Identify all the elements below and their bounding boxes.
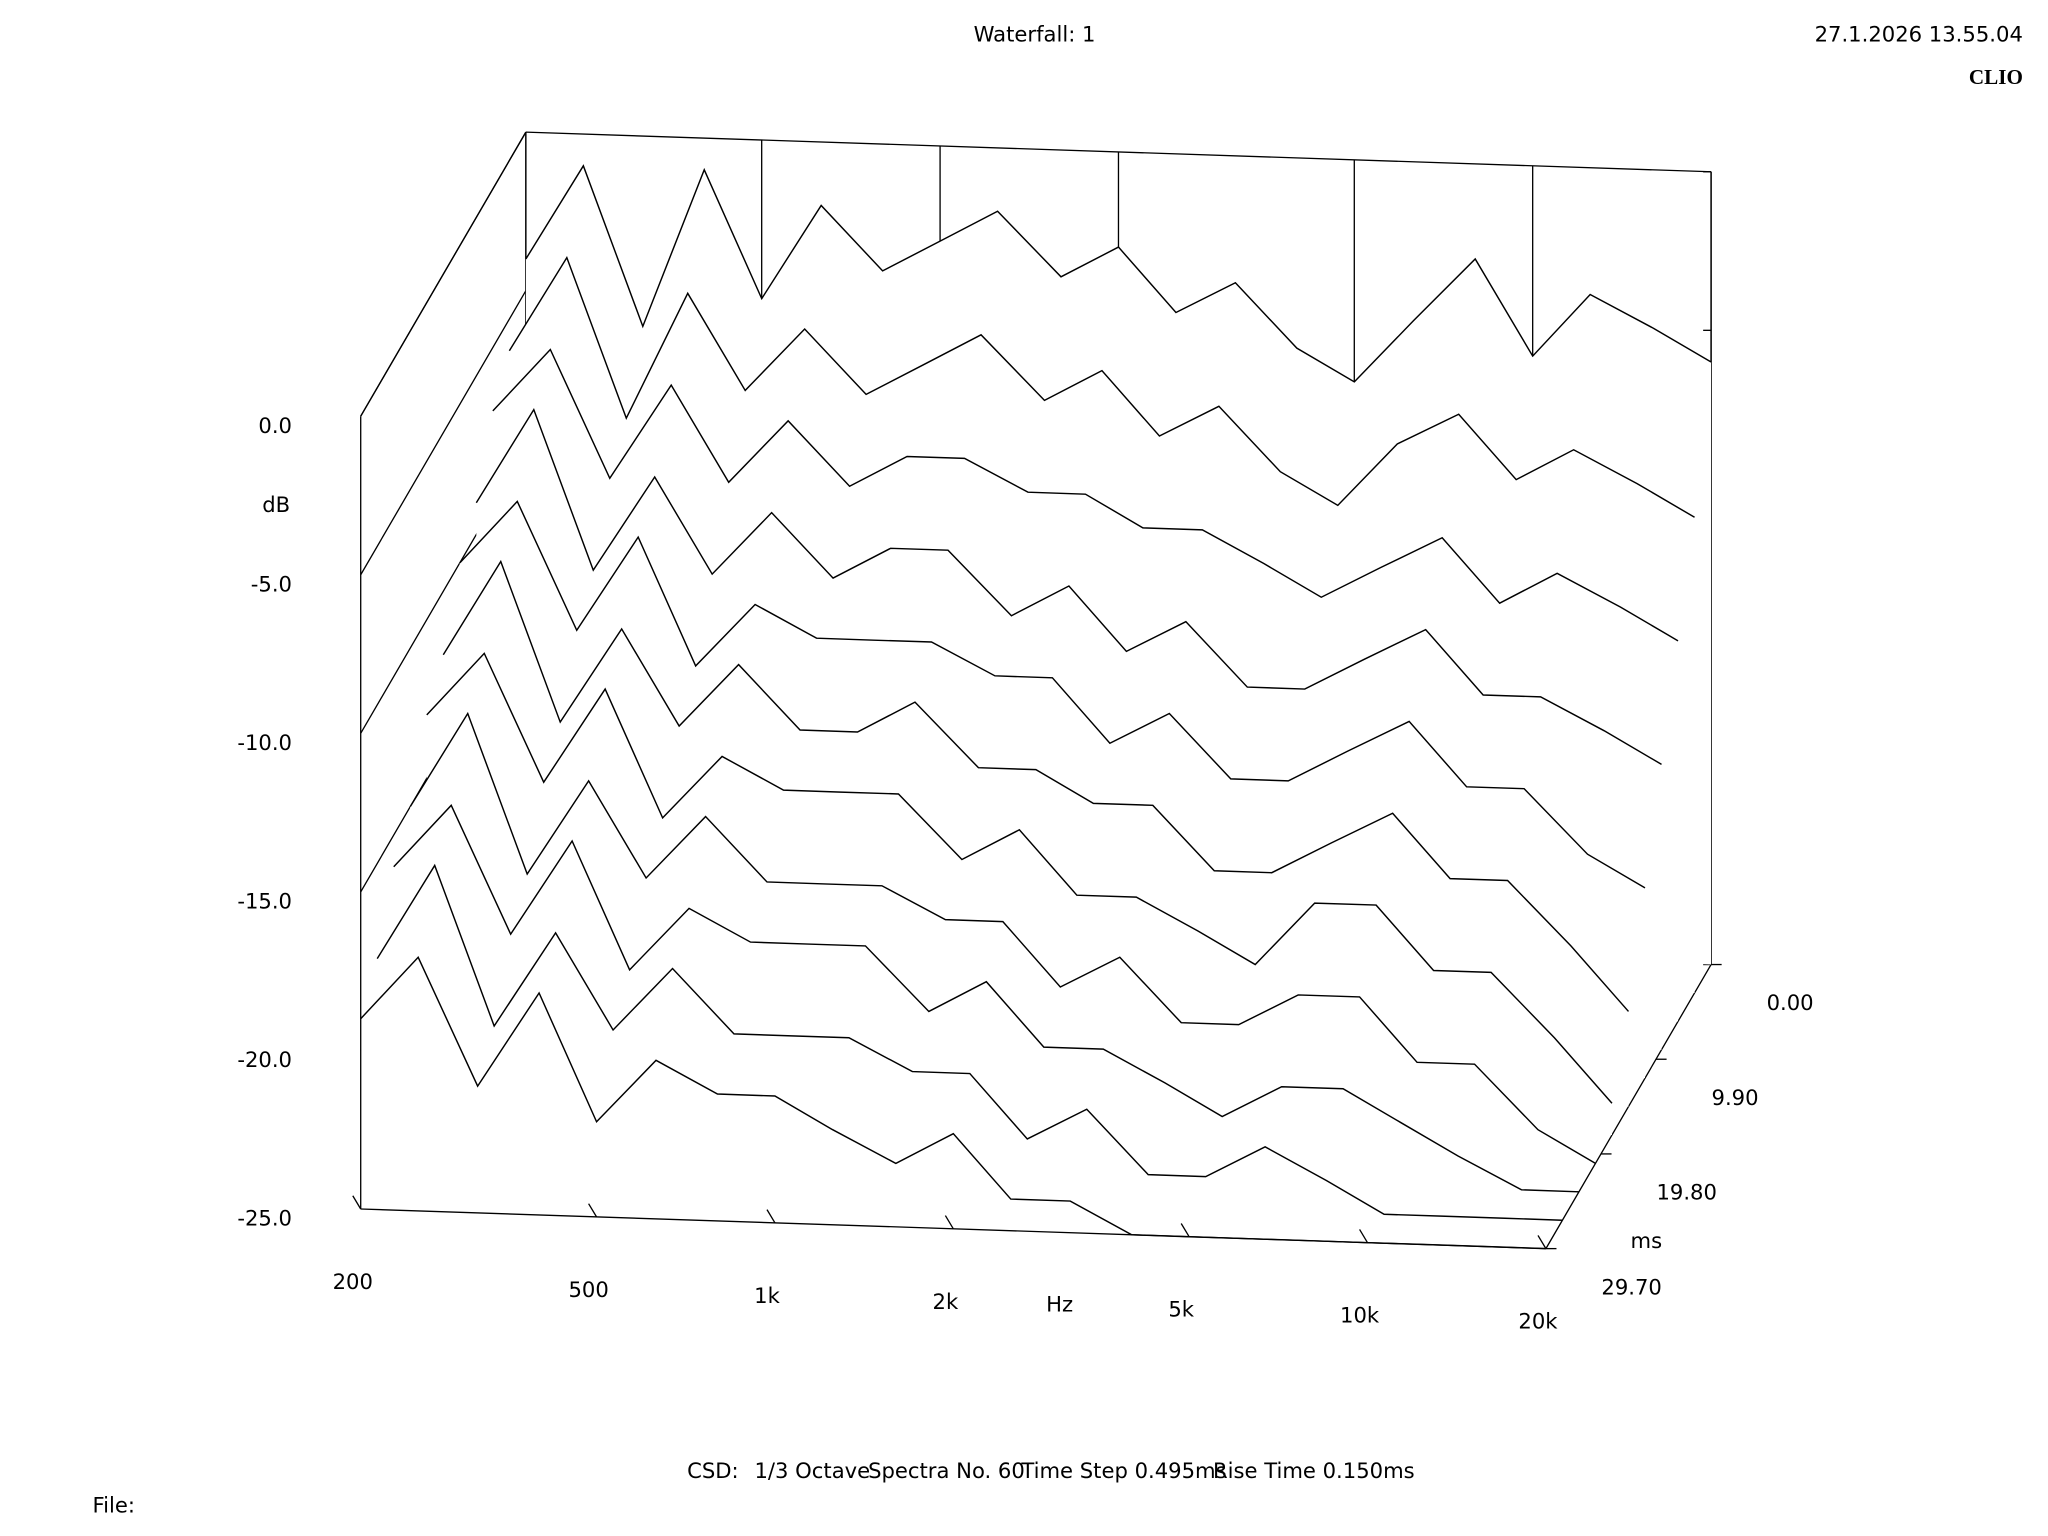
plot: 0.0 -5.0 -10.0 -15.0 -20.0 -25.0 200 500 1k 2k 5k 1… (237, 131, 1814, 1334)
z-tick-label: 9.90 (1712, 1085, 1759, 1110)
spectrum (525, 164, 1712, 383)
y-tick-label: 0.0 (258, 413, 292, 438)
x-tick (944, 1215, 954, 1230)
x-axis-label: Hz (1046, 1291, 1073, 1316)
x-tick-label: 2k (933, 1289, 959, 1314)
right-floor-edge (1545, 964, 1712, 1249)
footer-item: CSD: (687, 1458, 739, 1483)
x-tick (1359, 1229, 1369, 1243)
footer-item: Rise Time 0.150ms (1213, 1458, 1415, 1483)
x-tick (766, 1209, 776, 1224)
y-tick-label: -20.0 (237, 1047, 292, 1072)
z-tick-label: 29.70 (1601, 1274, 1661, 1299)
spectrum (492, 348, 1679, 642)
brand: CLIO (1969, 65, 2023, 89)
x-tick (588, 1203, 598, 1218)
spectrum (409, 711, 1596, 1165)
spectrum (376, 863, 1563, 1221)
title: Waterfall: 1 (974, 22, 1096, 47)
spectrum (459, 500, 1646, 889)
z-tick-label: 19.80 (1656, 1180, 1716, 1205)
y-tick-label: -15.0 (237, 888, 292, 913)
x-tick-label: 20k (1518, 1309, 1558, 1334)
file-label: File: (92, 1492, 134, 1517)
x-tick (352, 1195, 362, 1210)
y-tick-label: -10.0 (237, 730, 292, 755)
spectrum (442, 559, 1630, 1012)
front-floor-edge (360, 1208, 1546, 1250)
y-tick-label: -25.0 (237, 1206, 292, 1231)
footer-item: 1/3 Octave (754, 1458, 870, 1483)
x-tick (1180, 1223, 1190, 1238)
x-tick-label: 10k (1340, 1303, 1380, 1328)
z-tick-label: 0.00 (1767, 990, 1814, 1015)
y-tick-label: -5.0 (251, 571, 292, 596)
footer-item: Spectra No. 60 (868, 1458, 1025, 1483)
y-axis-label: dB (262, 492, 290, 517)
x-tick (1537, 1235, 1547, 1249)
back-top-edge (525, 131, 1712, 173)
grid-line (360, 290, 527, 576)
z-axis-label: ms (1631, 1228, 1663, 1253)
spectrum (475, 407, 1662, 765)
footer-item: Time Step 0.495ms (1020, 1458, 1226, 1483)
spectrum (508, 256, 1695, 518)
spectrum-fill (360, 957, 1546, 1249)
x-tick-label: 5k (1168, 1297, 1194, 1322)
x-tick-label: 500 (568, 1277, 608, 1302)
spectrum (393, 804, 1579, 1193)
timestamp: 27.1.2026 13.55.04 (1815, 22, 2023, 47)
spectrum (426, 652, 1613, 1104)
x-tick-label: 1k (754, 1283, 780, 1308)
grid-line (360, 131, 527, 417)
x-tick-label: 200 (333, 1269, 373, 1294)
